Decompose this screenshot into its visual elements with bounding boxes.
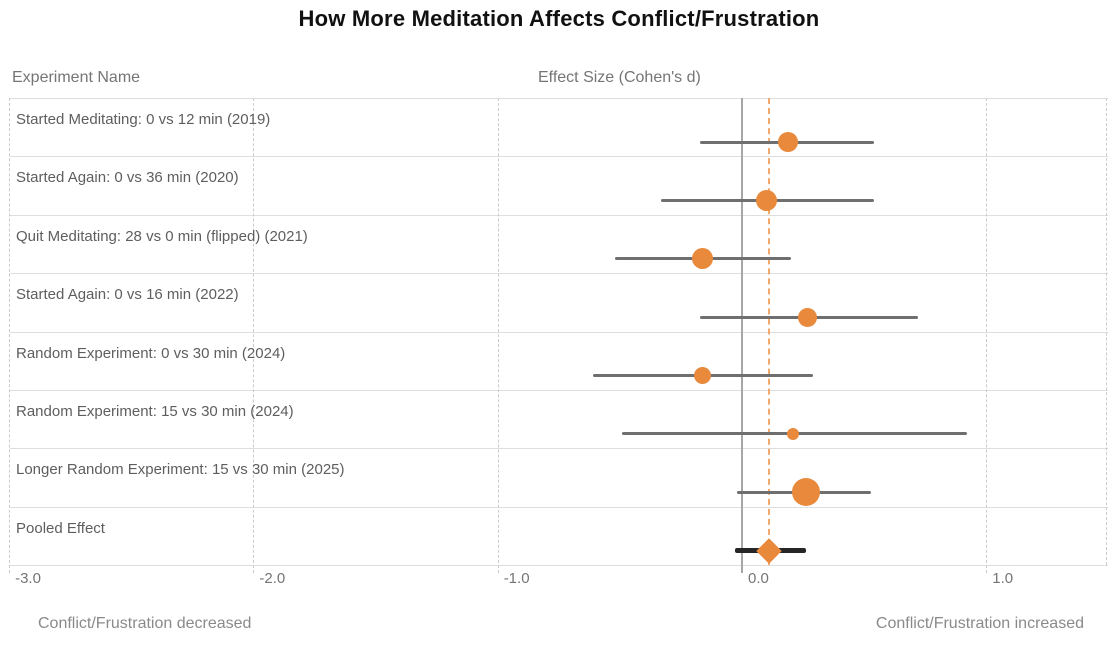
plot-right-border — [1106, 98, 1107, 565]
x-tick-label: -1.0 — [503, 570, 530, 587]
effect-marker — [692, 248, 714, 270]
row-separator — [10, 389, 1108, 391]
x-tick-label: 0.0 — [748, 570, 769, 587]
study-label: Random Experiment: 15 vs 30 min (2024) — [16, 402, 294, 420]
x-tick-label: -3.0 — [15, 570, 41, 587]
column-header-experiment-name: Experiment Name — [12, 69, 141, 86]
row-separator — [10, 565, 1108, 566]
effect-marker — [694, 367, 712, 384]
x-gridline — [253, 98, 255, 573]
row-separator — [10, 331, 1108, 333]
effect-marker — [791, 478, 820, 507]
x-tick-label: 1.0 — [992, 570, 1014, 587]
row-separator — [10, 273, 1108, 275]
row-separator — [10, 98, 1108, 99]
effect-marker — [778, 132, 799, 152]
pooled-label: Pooled Effect — [16, 519, 105, 537]
pooled-effect-reference-line — [767, 98, 770, 565]
direction-label-increased: Conflict/Frustration increased — [875, 615, 1084, 632]
effect-marker — [755, 189, 777, 211]
row-separator — [10, 506, 1108, 508]
effect-marker — [798, 307, 818, 327]
study-label: Started Meditating: 0 vs 12 min (2019) — [16, 111, 271, 128]
study-label: Random Experiment: 0 vs 30 min (2024) — [16, 344, 286, 362]
x-gridline — [497, 98, 499, 573]
study-label: Quit Meditating: 28 vs 0 min (flipped) (… — [16, 227, 308, 245]
effect-marker — [787, 427, 800, 440]
pooled-diamond-marker — [756, 537, 782, 564]
study-label: Started Again: 0 vs 36 min (2020) — [16, 169, 239, 187]
x-gridline — [9, 98, 11, 573]
column-header-effect-size: Effect Size (Cohen's d) — [538, 69, 701, 86]
row-separator — [10, 156, 1108, 158]
study-label: Longer Random Experiment: 15 vs 30 min (… — [16, 461, 345, 479]
x-gridline — [986, 98, 988, 573]
chart-title: How More Meditation Affects Conflict/Fru… — [298, 6, 820, 31]
row-separator — [10, 214, 1108, 216]
zero-reference-line — [741, 98, 743, 573]
direction-label-decreased: Conflict/Frustration decreased — [38, 615, 252, 632]
row-separator — [10, 448, 1108, 450]
study-label: Started Again: 0 vs 16 min (2022) — [16, 286, 239, 304]
x-tick-label: -2.0 — [259, 570, 286, 587]
